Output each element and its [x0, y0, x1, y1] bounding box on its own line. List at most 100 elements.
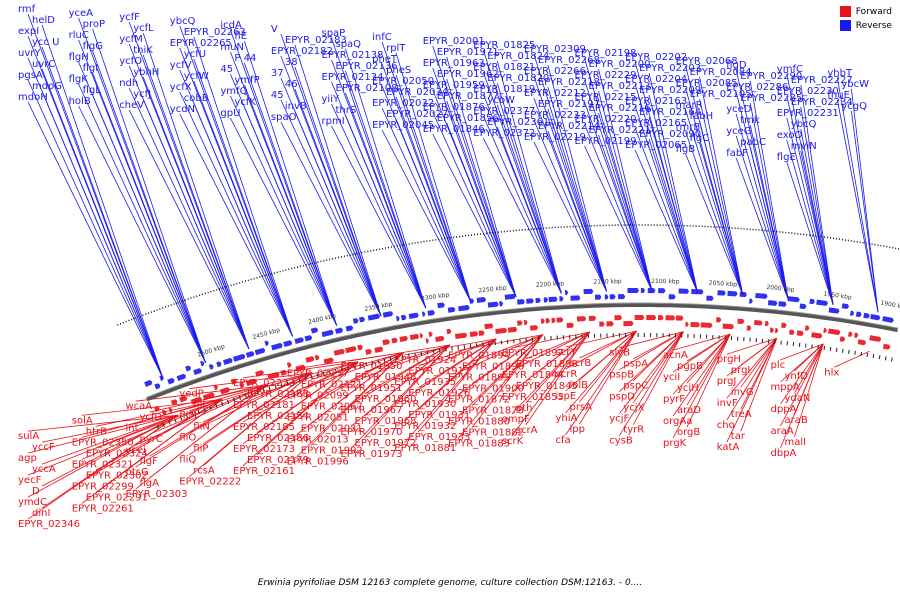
reverse-gene-arrow — [618, 294, 626, 300]
forward-leader-line — [471, 334, 544, 362]
reverse-gene-label: EPYR_01820 — [487, 73, 549, 84]
reverse-gene-arrow — [755, 292, 768, 299]
reverse-leader-line — [837, 99, 879, 313]
scale-tick — [841, 348, 844, 353]
scale-tick — [316, 373, 319, 378]
reverse-gene-label: 37 — [271, 68, 284, 79]
scale-label: 2150 kbp — [593, 278, 622, 286]
reverse-gene-label: flgL — [83, 85, 102, 96]
forward-leader-line — [834, 350, 870, 368]
reverse-gene-label: EPYR_02163 — [625, 96, 687, 107]
forward-leader-line — [256, 361, 358, 412]
reverse-gene-label: EPYR_02309 — [524, 44, 586, 55]
reverse-gene-arrow — [548, 296, 558, 303]
forward-gene-label: katA — [717, 442, 740, 453]
forward-gene-label: EPYR_01932 — [394, 421, 456, 432]
reverse-gene-label: EPYR_02202 — [625, 52, 687, 63]
forward-gene-label: flgF — [140, 456, 159, 467]
scale-tick — [835, 347, 838, 352]
forward-gene-label: lolB — [570, 380, 589, 391]
forward-leader-line — [511, 331, 590, 415]
reverse-gene-label: ycfF — [119, 12, 140, 23]
forward-leader-line — [41, 414, 179, 487]
forward-gene-arrow — [345, 346, 357, 354]
reverse-gene-label: flgH — [69, 52, 89, 63]
reverse-gene-label: spaO — [271, 112, 297, 123]
legend-forward-label: Forward — [855, 6, 892, 17]
forward-gene-label: EPYR_01933 — [408, 432, 470, 443]
reverse-gene-label: thiK — [133, 45, 153, 56]
reverse-leader-line — [598, 112, 653, 292]
forward-gene-label: EPYR_01926 — [408, 388, 470, 399]
reverse-gene-label: EPYR_01971 — [437, 47, 499, 58]
forward-gene-label: fliP — [193, 444, 208, 455]
scale-tick — [414, 352, 416, 357]
forward-gene-label: EPYR_01950 — [341, 361, 403, 372]
reverse-gene-arrow — [816, 299, 828, 306]
reverse-gene-arrow — [526, 298, 534, 304]
scale-tick — [232, 397, 236, 402]
reverse-gene-label: ybhH — [133, 67, 159, 78]
reverse-leader-line — [331, 103, 427, 309]
forward-gene-arrow — [665, 315, 676, 321]
forward-gene-arrow — [869, 335, 882, 342]
reverse-gene-arrow — [358, 316, 365, 323]
reverse-gene-arrow — [264, 340, 269, 347]
reverse-gene-label: EPYR_02203 — [639, 63, 701, 74]
reverse-gene-label: marR — [676, 100, 703, 111]
forward-gene-label: EPYR_02324 — [86, 448, 148, 459]
forward-leader-line — [686, 333, 731, 384]
forward-gene-arrow — [305, 356, 315, 363]
reverse-leader-line — [294, 88, 382, 317]
forward-gene-arrow — [484, 323, 494, 330]
reverse-gene-label: EPYR_02229 — [575, 70, 637, 81]
reverse-gene-label: EPYR_02215 — [575, 92, 637, 103]
forward-gene-arrow — [333, 348, 345, 356]
forward-gene-label: orgAa — [663, 416, 692, 427]
reverse-gene-label: EPYR_02138 — [322, 50, 384, 61]
reverse-gene-label: EPYR_02090 — [639, 129, 701, 140]
reverse-label-leaders — [27, 13, 879, 379]
reverse-leader-line — [699, 98, 744, 295]
reverse-leader-line — [432, 45, 517, 297]
forward-gene-label: EPYR_01968 — [355, 416, 417, 427]
reverse-gene-label: EPYR_02266 — [524, 66, 586, 77]
reverse-leader-line — [482, 71, 562, 294]
reverse-gene-arrow — [717, 290, 726, 296]
forward-gene-label: hlx — [824, 367, 839, 378]
reverse-gene-label: EPYR_02361 — [487, 117, 549, 128]
forward-gene-label: EPYR_02031 — [301, 424, 363, 435]
reverse-gene-arrow — [408, 312, 419, 319]
reverse-gene-label: EPYR_02213 — [589, 81, 651, 92]
reverse-gene-arrow — [647, 288, 656, 294]
forward-leader-line — [203, 372, 313, 423]
forward-gene-label: fliQ — [179, 455, 196, 466]
reverse-leader-line — [699, 120, 744, 295]
forward-gene-arrow — [854, 332, 859, 338]
reverse-gene-label: EPYR_02212 — [524, 88, 586, 99]
forward-leader-line — [619, 331, 684, 371]
forward-gene-label: yciI — [663, 372, 680, 383]
forward-leader-line — [364, 344, 451, 439]
forward-gene-label: scrR — [556, 369, 578, 380]
reverse-leader-line — [634, 105, 698, 293]
reverse-leader-line — [331, 37, 427, 309]
forward-gene-label: EPYR_02121 — [301, 380, 363, 391]
forward-leader-line — [565, 330, 637, 370]
forward-gene-label: EPYR_01853 — [502, 392, 564, 403]
reverse-gene-label: pheT — [372, 54, 398, 65]
reverse-leader-line — [381, 41, 472, 302]
reverse-gene-label: yceA — [69, 8, 94, 19]
reverse-gene-label: EPYR_02285 — [740, 93, 802, 104]
scale-tick — [884, 356, 887, 361]
scale-tick — [860, 351, 863, 356]
reverse-gene-label: expI — [18, 26, 39, 37]
reverse-gene-label: spaP — [322, 28, 346, 39]
reverse-gene-label: ycfV — [170, 60, 192, 71]
forward-leader-line — [794, 343, 824, 438]
forward-gene-label: ycei — [126, 445, 146, 456]
reverse-gene-arrow — [487, 301, 499, 308]
forward-gene-arrow — [700, 322, 713, 328]
scale-label: 2200 kbp — [536, 280, 565, 289]
